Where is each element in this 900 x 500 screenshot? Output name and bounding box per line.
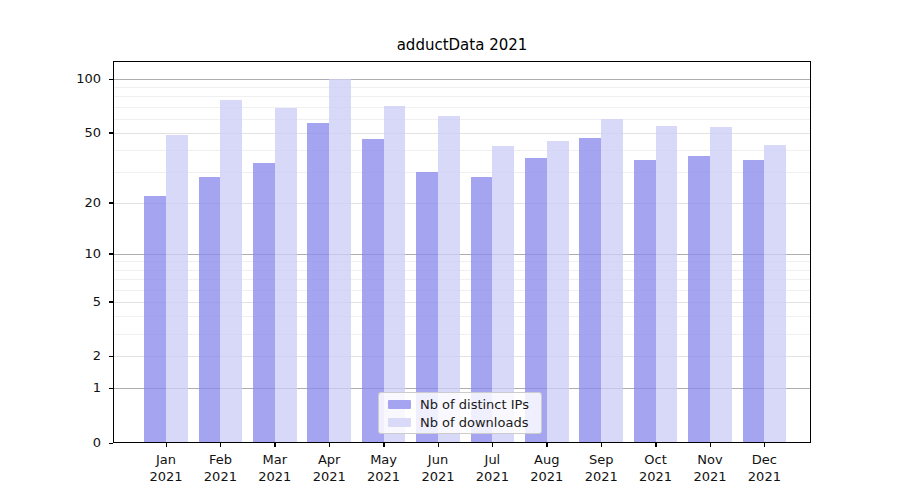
y-tick-label: 20	[84, 195, 101, 211]
legend-swatch-distinct-ips	[388, 400, 411, 409]
x-tick-mark	[601, 443, 603, 447]
bar-distinct-ips	[688, 156, 710, 443]
y-tick-label: 0	[93, 435, 101, 451]
bar-distinct-ips	[307, 123, 329, 443]
legend-label-downloads: Nb of downloads	[420, 415, 528, 430]
bar-downloads	[656, 126, 678, 444]
x-tick-mark	[438, 443, 440, 447]
legend-swatch-downloads	[388, 418, 411, 427]
x-axis: Jan2021Feb2021Mar2021Apr2021May2021Jun20…	[113, 443, 811, 493]
bar-distinct-ips	[144, 196, 166, 443]
bar-downloads	[764, 145, 786, 444]
x-tick-mark	[764, 443, 766, 447]
chart-title: adductData 2021	[113, 36, 811, 54]
bar-distinct-ips	[199, 177, 221, 443]
bar-downloads	[275, 108, 297, 443]
bar-distinct-ips	[253, 163, 275, 443]
bar-downloads	[601, 119, 623, 443]
x-tick-mark	[220, 443, 222, 447]
legend-item-distinct-ips: Nb of distinct IPs	[388, 397, 529, 412]
x-tick-month: Dec	[732, 451, 796, 468]
bar-downloads	[329, 79, 351, 443]
x-tick-mark	[492, 443, 494, 447]
x-tick-label: Dec2021	[732, 451, 796, 485]
y-tick-label: 5	[93, 294, 101, 310]
x-tick-mark	[329, 443, 331, 447]
bar-distinct-ips	[743, 160, 765, 443]
y-tick-label: 100	[76, 71, 101, 87]
bar-downloads	[710, 127, 732, 443]
y-tick-label: 2	[93, 348, 101, 364]
x-tick-mark	[383, 443, 385, 447]
figure: adductData 2021 Nb of distinct IPs Nb of…	[0, 0, 900, 500]
y-axis: 0125102050100	[0, 61, 113, 443]
x-tick-mark	[274, 443, 276, 447]
x-tick-mark	[166, 443, 168, 447]
y-tick-label: 50	[84, 125, 101, 141]
legend: Nb of distinct IPs Nb of downloads	[378, 392, 542, 434]
bar-layer	[113, 61, 811, 443]
y-tick-label: 1	[93, 380, 101, 396]
bar-distinct-ips	[634, 160, 656, 443]
bar-downloads	[166, 135, 188, 444]
y-tick-label: 10	[84, 246, 101, 262]
x-tick-year: 2021	[732, 468, 796, 485]
bar-distinct-ips	[579, 138, 601, 443]
x-tick-mark	[710, 443, 712, 447]
bar-downloads	[547, 141, 569, 443]
plot-area: Nb of distinct IPs Nb of downloads	[113, 61, 811, 443]
x-tick-mark	[546, 443, 548, 447]
bar-downloads	[220, 100, 242, 443]
legend-item-downloads: Nb of downloads	[388, 415, 529, 430]
x-tick-mark	[655, 443, 657, 447]
legend-label-distinct-ips: Nb of distinct IPs	[420, 397, 529, 412]
